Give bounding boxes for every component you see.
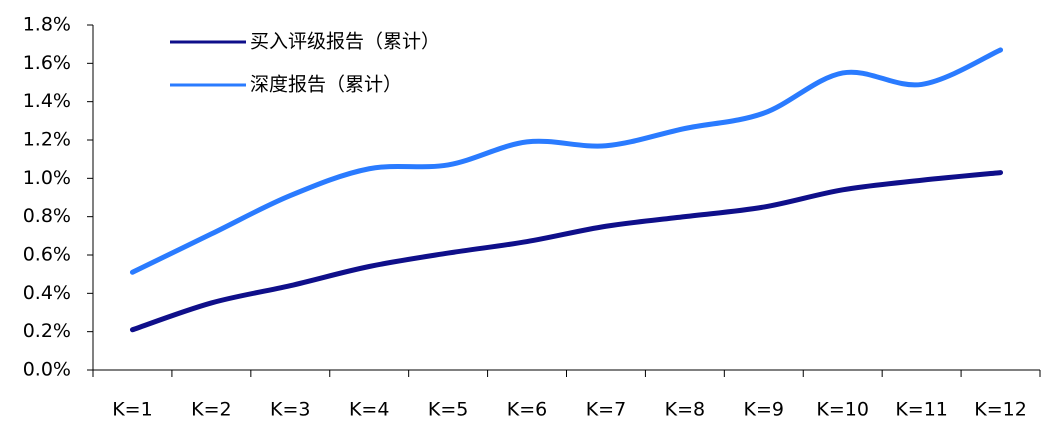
x-tick-label: K=6 — [507, 399, 547, 421]
y-tick-label: 1.8% — [23, 14, 71, 36]
x-tick-label: K=4 — [349, 399, 389, 421]
y-tick-label: 1.0% — [23, 167, 71, 189]
x-tick-label: K=1 — [112, 399, 152, 421]
x-tick-label: K=9 — [744, 399, 784, 421]
x-tick-label: K=2 — [191, 399, 231, 421]
x-tick-label: K=5 — [428, 399, 468, 421]
legend-label: 买入评级报告（累计） — [250, 31, 440, 53]
y-tick-label: 0.8% — [23, 205, 71, 227]
x-tick-label: K=12 — [974, 399, 1027, 421]
x-tick-label: K=11 — [895, 399, 948, 421]
y-tick-label: 0.0% — [23, 359, 71, 381]
x-tick-label: K=10 — [816, 399, 869, 421]
x-tick-label: K=8 — [665, 399, 705, 421]
line — [129, 170, 1004, 333]
x-tick-label: K=7 — [586, 399, 626, 421]
y-tick-label: 1.6% — [23, 52, 71, 74]
y-tick-label: 1.4% — [23, 90, 71, 112]
legend-label: 深度报告（累计） — [250, 74, 402, 96]
line — [129, 47, 1004, 275]
y-tick-label: 0.6% — [23, 244, 71, 266]
y-tick-label: 1.2% — [23, 129, 71, 151]
y-tick-label: 0.2% — [23, 320, 71, 342]
x-tick-label: K=3 — [270, 399, 310, 421]
y-tick-label: 0.4% — [23, 282, 71, 304]
